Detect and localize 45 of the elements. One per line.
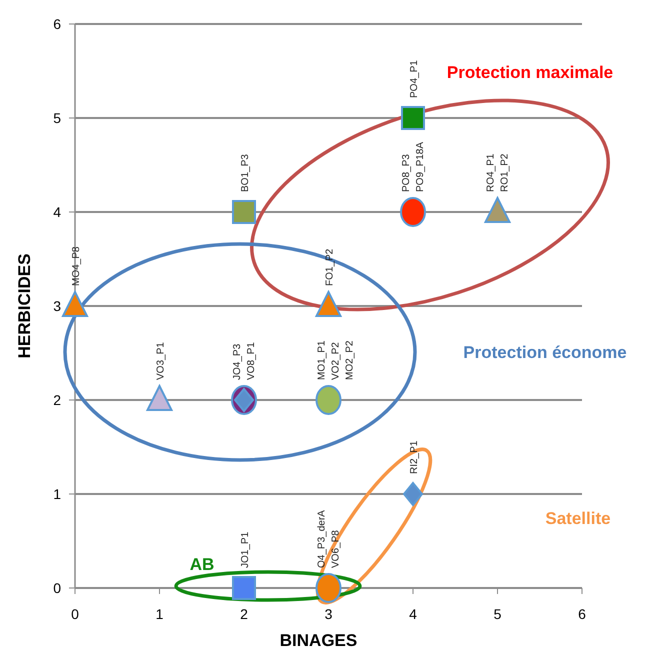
annotation: AB	[190, 555, 214, 574]
y-tick-label: 2	[53, 392, 62, 408]
point	[401, 106, 425, 130]
x-tick-label: 6	[578, 606, 586, 622]
annotation: VO8_P1	[246, 342, 257, 380]
y-tick-label: 6	[53, 16, 62, 32]
x-tick-label: 4	[409, 606, 418, 622]
x-tick-label: 3	[324, 606, 333, 622]
annotation: BO1_P3	[240, 154, 251, 192]
annotation: PO9_P18A	[415, 142, 426, 192]
annotation: FO1_P2	[324, 248, 336, 286]
annotation: Protection maximale	[446, 63, 614, 82]
annotation: VO6_P8	[330, 530, 342, 568]
annotation: Protection économe	[463, 343, 627, 362]
annotation: O4_P3_derA	[316, 510, 328, 568]
x-tick-label: 2	[240, 606, 248, 622]
annotation: PO8_P3	[401, 154, 412, 192]
annotation: MO4_P8	[71, 246, 82, 286]
annotation: MO2_P2	[344, 340, 356, 380]
annotation: MO1_P1	[316, 340, 328, 380]
annotation: Satellite	[545, 509, 611, 528]
annotation: VO3_P1	[156, 342, 166, 380]
point	[403, 482, 423, 506]
annotation: VO2_P2	[330, 342, 342, 380]
y-tick-label: 1	[53, 486, 62, 502]
point	[316, 573, 342, 603]
point	[232, 576, 256, 600]
y-axis-title: HERBICIDES	[15, 254, 34, 358]
annotation: RO4_P1	[486, 153, 496, 192]
x-tick-label: 1	[156, 606, 164, 622]
x-axis-title: BINAGES	[280, 631, 358, 650]
point	[232, 200, 256, 224]
x-tick-label: 0	[71, 606, 80, 622]
point	[316, 385, 342, 415]
y-tick-label: 4	[53, 204, 62, 220]
annotation: RI2_P1	[409, 440, 420, 474]
y-tick-label: 3	[53, 298, 62, 314]
annotation: JO1_P1	[240, 531, 251, 568]
point	[400, 197, 426, 227]
y-tick-label: 0	[53, 580, 62, 596]
annotation: RO1_P2	[500, 153, 510, 192]
annotation: PO4_P1	[409, 60, 420, 98]
x-tick-label: 5	[494, 606, 502, 622]
annotation: JO4_P3	[232, 343, 243, 380]
y-tick-label: 5	[53, 110, 62, 126]
